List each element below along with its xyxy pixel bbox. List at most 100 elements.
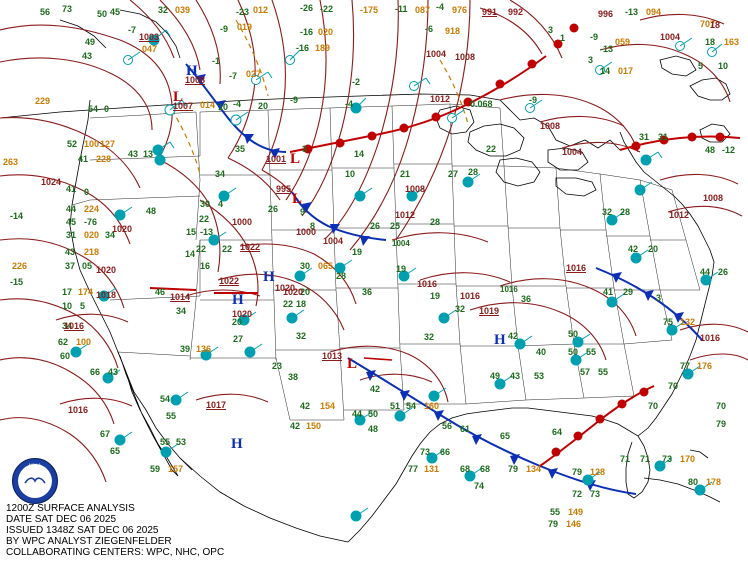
station-observation: 976 xyxy=(452,5,468,15)
station-observation: 59 xyxy=(150,464,161,474)
isobar-label: 1018 xyxy=(96,290,117,300)
station-observation: 012 xyxy=(253,5,269,15)
station-observation: 53 xyxy=(176,437,187,447)
station-observation: 53 xyxy=(534,371,545,381)
station-observation: -9 xyxy=(290,95,299,105)
high-pressure-center: H xyxy=(263,269,275,285)
station-observation: 48 xyxy=(705,145,716,155)
isobar-label: 1007 xyxy=(173,101,194,111)
station-observation: -76 xyxy=(84,217,98,227)
station-observation: 50 xyxy=(368,409,379,419)
station-observation: 28 xyxy=(336,271,347,281)
station-observation: -26 xyxy=(300,3,314,13)
station-observation: 16 xyxy=(200,261,211,271)
station-observation: 32 xyxy=(158,5,169,15)
station-observation: 42 xyxy=(628,244,639,254)
isobar-label: 1004 xyxy=(323,236,344,246)
isobar-label: 1001 xyxy=(266,154,287,164)
station-observation: 1016 xyxy=(500,285,518,294)
footer-line-5: COLLABORATING CENTERS: WPC, NHC, OPC xyxy=(6,547,225,558)
station-observation: 54 xyxy=(160,394,171,404)
station-observation: 19 xyxy=(396,264,407,274)
station-observation: 136 xyxy=(196,344,212,354)
station-observation: 20 xyxy=(300,287,311,297)
station-observation: 55 xyxy=(166,411,177,421)
isobar-label: 1012 xyxy=(669,210,690,220)
station-observation: 14 xyxy=(354,149,365,159)
station-observation: 42 xyxy=(508,331,519,341)
station-observation: 79 xyxy=(508,464,519,474)
station-observation: 229 xyxy=(35,96,51,106)
station-observation: 20 xyxy=(648,244,659,254)
isobar-label: 1008 xyxy=(405,184,426,194)
footer-line-4: BY WPC ANALYST ZIEGENFELDER xyxy=(6,536,172,547)
station-observation: 73 xyxy=(420,447,431,457)
station-observation: -9 xyxy=(220,24,229,34)
station-observation: 14 xyxy=(185,249,196,259)
isobar-label: 1000 xyxy=(232,217,253,227)
station-observation: 65 xyxy=(110,446,121,456)
station-observation: -13 xyxy=(625,7,639,17)
station-observation: 34 xyxy=(215,169,226,179)
station-observation: 094 xyxy=(646,7,662,17)
station-observation: -15 xyxy=(10,277,24,287)
station-observation: 30 xyxy=(200,199,211,209)
station-observation: 128 xyxy=(590,467,606,477)
station-observation: 60 xyxy=(60,351,71,361)
station-observation: -13 xyxy=(600,44,614,54)
station-observation: 13 xyxy=(143,149,154,159)
isobar-label: 1020 xyxy=(112,224,133,234)
station-observation: 918 xyxy=(445,26,461,36)
isobar-label: 1003 xyxy=(139,32,160,42)
station-observation: -9 xyxy=(590,32,599,42)
station-observation: 42 xyxy=(300,401,311,411)
station-observation: 28 xyxy=(430,217,441,227)
isobar-label: 1008 xyxy=(703,193,724,203)
station-observation: 157 xyxy=(168,464,184,474)
high-pressure-center: H xyxy=(231,436,243,452)
station-observation: 29 xyxy=(623,287,634,297)
station-observation: 70 xyxy=(668,381,679,391)
station-observation: 131 xyxy=(424,464,440,474)
station-observation: 19 xyxy=(430,291,441,301)
station-observation: 73 xyxy=(62,4,73,14)
station-observation: 4 xyxy=(218,199,224,209)
station-observation: 43 xyxy=(82,51,93,61)
station-observation: 44 xyxy=(66,204,77,214)
station-observation: 61 xyxy=(460,424,471,434)
station-observation: 26 xyxy=(268,204,279,214)
station-observation: 1 xyxy=(560,33,566,43)
high-pressure-center: H xyxy=(232,292,244,308)
station-observation: 150 xyxy=(306,421,322,431)
station-observation: -7 xyxy=(229,71,238,81)
station-observation: 72 xyxy=(572,489,583,499)
station-observation: 224 xyxy=(84,204,100,214)
station-observation: -13 xyxy=(200,227,214,237)
station-observation: 22 xyxy=(486,144,497,154)
station-observation: 26 xyxy=(370,221,381,231)
station-observation: 30 xyxy=(300,261,311,271)
dashed-trough xyxy=(171,19,469,175)
station-observation: 0 xyxy=(84,187,90,197)
seagull-icon xyxy=(24,477,46,484)
isobar-label: 1016 xyxy=(460,291,481,301)
station-observation: 8 xyxy=(310,221,316,231)
isobar-label: 1004 xyxy=(426,49,447,59)
isobar-label: 1019 xyxy=(479,306,500,316)
station-observation: 23 xyxy=(272,361,283,371)
station-observation: 218 xyxy=(84,247,100,257)
station-observation: 100 xyxy=(84,139,100,149)
station-observation: 3 xyxy=(548,25,554,35)
analysis-footer: 1200Z SURFACE ANALYSIS DATE SAT DEC 06 2… xyxy=(6,503,224,558)
station-observation: 55 xyxy=(550,507,561,517)
station-observation: 154 xyxy=(320,401,336,411)
station-observation: 37 xyxy=(65,261,76,271)
station-observation: 14 xyxy=(600,66,611,76)
station-observation: -6 xyxy=(425,24,434,34)
isobar-label: 1020 xyxy=(96,265,117,275)
station-observation: 34 xyxy=(176,306,187,316)
station-observation: 132 xyxy=(680,317,696,327)
station-observation: 263 xyxy=(3,157,19,167)
